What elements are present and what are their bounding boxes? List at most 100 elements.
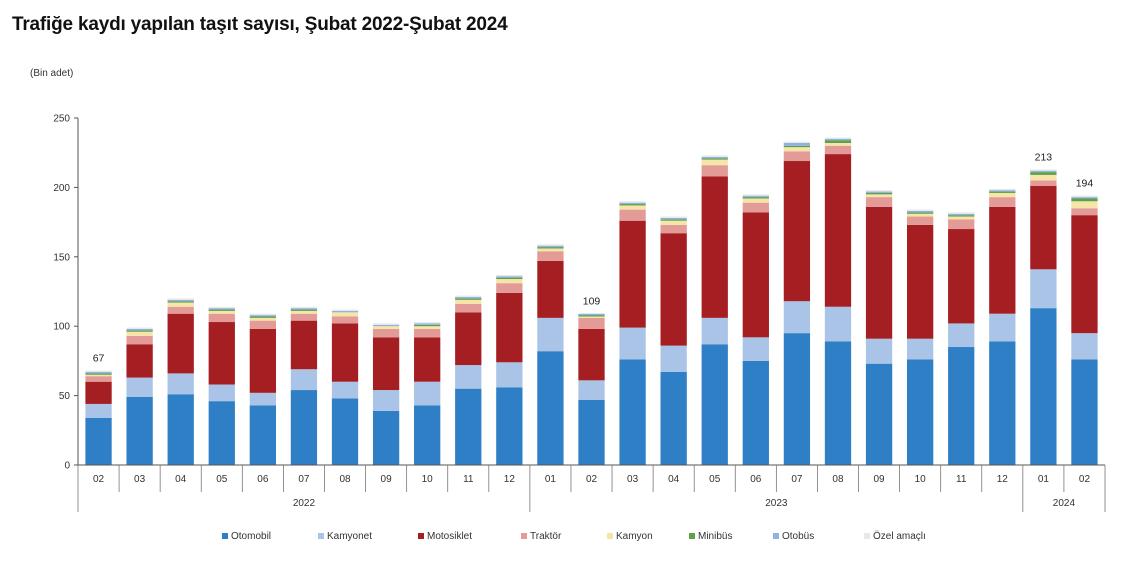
bar-segment-otobüs	[660, 217, 687, 220]
bar-segment-traktör	[948, 219, 975, 230]
bar-segment-kamyon	[208, 310, 235, 314]
x-tick-label: 05	[709, 474, 721, 485]
bar-total-label: 109	[583, 296, 601, 308]
x-tick-label: 02	[93, 474, 105, 485]
bar-segment-kamyon	[85, 374, 112, 377]
bar-segment-kamyon	[783, 147, 811, 152]
bar-segment-minibüs	[989, 191, 1016, 193]
bar-segment-kamyonet	[537, 317, 564, 352]
bar-segment-otobüs	[496, 276, 523, 278]
x-tick-label: 11	[463, 474, 474, 485]
bar-segment-kamyon	[414, 326, 441, 329]
bar-segment-özel-amaçlı	[290, 306, 318, 309]
y-tick-label: 150	[53, 252, 70, 263]
bar-segment-otomobil	[906, 359, 934, 465]
bar-segment-motosiklet	[948, 229, 975, 324]
x-tick-label: 04	[668, 474, 680, 485]
legend: Otomobil Kamyonet Motosiklet Traktör Kamyon M…	[222, 530, 926, 542]
x-tick-label: 01	[1038, 474, 1050, 485]
y-tick-label: 0	[64, 461, 70, 472]
bar-segment-otobüs	[290, 308, 318, 310]
bar-segment-minibüs	[783, 145, 811, 148]
x-tick-label: 06	[257, 474, 269, 485]
bar-segment-özel-amaçlı	[249, 313, 277, 316]
bar-segment-minibüs	[249, 316, 277, 318]
bar-segment-motosiklet	[578, 328, 605, 381]
bar-segment-otobüs	[167, 299, 194, 302]
bar-segment-otobüs	[783, 142, 811, 146]
bar-segment-kamyon	[906, 213, 934, 217]
bar-segment-özel-amaçlı	[948, 212, 975, 214]
bar-segment-traktör	[701, 165, 728, 177]
x-tick-label: 10	[915, 474, 927, 485]
bar-segment-otomobil	[865, 363, 893, 465]
x-tick-label: 09	[873, 474, 885, 485]
bar-segment-kamyonet	[783, 301, 811, 334]
x-tick-label: 02	[1079, 474, 1091, 485]
bar-segment-kamyon	[701, 159, 728, 166]
bar-segment-otomobil	[290, 390, 318, 465]
bar-segment-kamyonet	[865, 338, 893, 364]
bar-segment-traktör	[1030, 180, 1057, 187]
bar-segment-otomobil	[126, 396, 153, 465]
bar-segment-özel-amaçlı	[126, 327, 153, 329]
bar-segment-otobüs	[578, 313, 605, 316]
y-tick-label: 100	[53, 322, 70, 333]
bar-segment-traktör	[126, 335, 153, 345]
bar-segment-kamyonet	[208, 384, 235, 402]
bar-segment-minibüs	[208, 309, 235, 311]
bar-segment-kamyon	[742, 198, 769, 203]
x-year-label: 2022	[293, 498, 316, 509]
bar-segment-traktör	[824, 145, 852, 155]
legend-label: Otobüs	[782, 531, 814, 542]
bar-segment-özel-amaçlı	[906, 209, 934, 211]
bar-segment-traktör	[619, 209, 646, 221]
bar-segment-kamyon	[331, 312, 359, 317]
bar-segment-otomobil	[85, 417, 112, 465]
bar-segment-özel-amaçlı	[619, 201, 646, 203]
bar-segment-traktör	[906, 216, 934, 225]
bar-segment-otomobil	[455, 388, 482, 465]
bar-segment-traktör	[989, 197, 1016, 207]
bar-segment-otomobil	[1071, 359, 1098, 465]
bar-segment-kamyonet	[372, 390, 400, 411]
bar-segment-minibüs	[126, 330, 153, 332]
bar-segment-minibüs	[85, 373, 112, 375]
bar-segment-traktör	[1071, 208, 1098, 216]
x-tick-label: 07	[298, 474, 310, 485]
bar-segment-kamyonet	[290, 369, 318, 391]
bar-segment-otobüs	[865, 191, 893, 193]
bar-segment-özel-amaçlı	[660, 216, 687, 218]
bar-segment-traktör	[496, 283, 523, 293]
bar-segment-kamyonet	[948, 323, 975, 348]
bar-segment-traktör	[414, 328, 441, 338]
bar-segment-otobüs	[1071, 197, 1098, 199]
bar-segment-kamyonet	[1071, 333, 1098, 360]
y-tick-label: 200	[53, 183, 70, 194]
bar-segment-motosiklet	[455, 312, 482, 366]
bar-segment-motosiklet	[906, 224, 934, 339]
bar-segment-otobüs	[537, 245, 564, 248]
bar-segment-motosiklet	[1030, 186, 1057, 270]
x-year-label: 2023	[765, 498, 788, 509]
bar-segment-otobüs	[414, 323, 441, 325]
x-tick-label: 01	[545, 474, 557, 485]
bar-segment-kamyon	[372, 326, 400, 329]
bar-segment-otobüs	[208, 308, 235, 310]
x-tick-label: 08	[339, 474, 351, 485]
total-labels: 67 109 213 194	[93, 151, 1094, 364]
bar-total-label: 67	[93, 353, 105, 365]
bar-segment-traktör	[537, 251, 564, 261]
bar-segment-kamyon	[1071, 201, 1098, 209]
bar-segment-traktör	[372, 328, 400, 338]
y-tick-label: 250	[53, 114, 70, 125]
bar-segment-özel-amaçlı	[167, 298, 194, 300]
bar-segment-kamyonet	[906, 338, 934, 360]
x-tick-label: 08	[832, 474, 844, 485]
bar-segment-kamyon	[1030, 174, 1057, 181]
bar-segment-otomobil	[1030, 308, 1057, 465]
bar-segment-otomobil	[167, 394, 194, 465]
bar-segment-otomobil	[989, 341, 1016, 465]
bar-segment-traktör	[167, 306, 194, 314]
x-year-label: 2024	[1053, 498, 1076, 509]
